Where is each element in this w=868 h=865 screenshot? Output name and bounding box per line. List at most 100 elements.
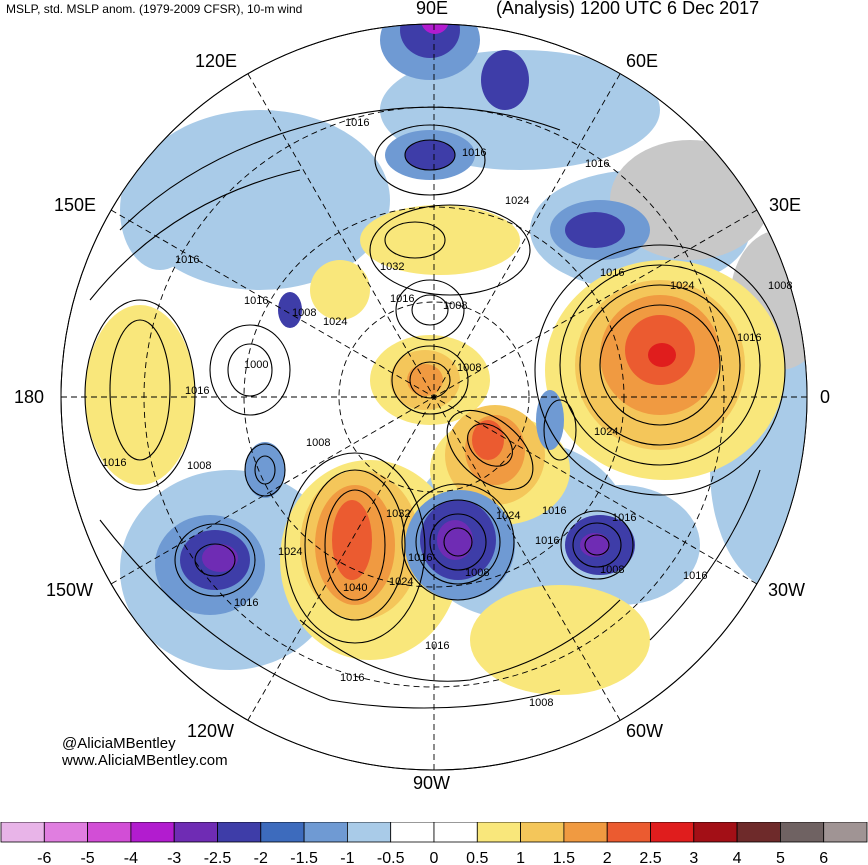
lon-label-30e: 30E <box>769 195 802 215</box>
colorbar-tick-label: -2.5 <box>204 850 232 865</box>
colorbar-swatch <box>780 822 825 843</box>
colorbar-swatch <box>390 822 435 843</box>
anomaly-shading <box>470 585 650 695</box>
isobar-label: 1016 <box>340 672 364 684</box>
lon-label-90e: 90E <box>416 0 449 18</box>
isobar-label: 1008 <box>457 362 481 374</box>
colorbar-tick-label: 5 <box>776 850 785 865</box>
isobar-label: 1000 <box>244 359 268 371</box>
colorbar-swatch <box>823 822 868 843</box>
colorbar-swatch <box>130 822 175 843</box>
anomaly-shading <box>536 390 564 450</box>
lon-label-60w: 60W <box>626 721 664 741</box>
lon-label-180: 180 <box>14 387 45 407</box>
lon-label-150e: 150E <box>54 195 97 215</box>
isobar-label: 1008 <box>443 300 467 312</box>
colorbar-swatch <box>303 822 348 843</box>
colorbar-swatch <box>736 822 781 843</box>
anomaly-shading <box>437 520 473 560</box>
isobar-label: 1032 <box>380 261 404 273</box>
colorbar-swatch <box>520 822 565 843</box>
polar-stereographic-map: 1016 1016 1016 1024 1032 1016 1008 1024 … <box>60 23 808 771</box>
isobar-label: 1024 <box>278 546 302 558</box>
isobar-label: 1016 <box>175 254 199 266</box>
isobar-label: 1008 <box>600 564 624 576</box>
isobar-label: 1016 <box>683 570 707 582</box>
anomaly-shading <box>85 305 195 485</box>
isobar-label: 1016 <box>542 505 566 517</box>
isobar-label: 1024 <box>389 576 413 588</box>
colorbar-tick-label: 1.5 <box>553 850 575 865</box>
anomaly-shading <box>421 24 449 34</box>
anomaly-shading <box>472 420 504 460</box>
isobar-label: 1016 <box>234 597 258 609</box>
anomaly-shading <box>310 260 370 320</box>
colorbar-swatch <box>217 822 262 843</box>
colorbar-tick-label: 4 <box>733 850 742 865</box>
isobar-label: 1024 <box>496 510 520 522</box>
colorbar-tick-label: -6 <box>37 850 51 865</box>
isobar-label: 1024 <box>670 280 694 292</box>
colorbar: -6 -5 -4 -3 -2.5 -2 -1.5 -1 -0.5 0 0.5 1 1.5 2 2.5 3 4 5 6 <box>0 822 868 865</box>
isobar-labels: 1016 1016 1016 1024 1032 1016 1008 1024 … <box>102 117 792 709</box>
isobar-label: 1016 <box>345 117 369 129</box>
isobar-label: 1016 <box>408 552 432 564</box>
colorbar-swatch <box>433 822 478 843</box>
colorbar-swatch <box>173 822 218 843</box>
analysis-time: (Analysis) 1200 UTC 6 Dec 2017 <box>496 0 760 18</box>
colorbar-tick-label: 2.5 <box>639 850 661 865</box>
colorbar-tick-label: -0.5 <box>377 850 405 865</box>
colorbar-tick-label: -4 <box>124 850 138 865</box>
author-website: www.AliciaMBentley.com <box>62 752 228 769</box>
colorbar-swatch <box>650 822 695 843</box>
colorbar-tick-label: -2 <box>254 850 268 865</box>
isobar-label: 1040 <box>343 582 367 594</box>
colorbar-swatch <box>260 822 305 843</box>
colorbar-tick-label: -5 <box>80 850 94 865</box>
colorbar-swatch <box>87 822 132 843</box>
colorbar-tick-label: 2 <box>603 850 612 865</box>
colorbar-swatch <box>476 822 521 843</box>
anomaly-field <box>61 24 807 770</box>
colorbar-swatch <box>43 822 88 843</box>
isobar-label: 1016 <box>737 332 761 344</box>
isobar-label: 1008 <box>529 697 553 709</box>
isobar-label: 1016 <box>462 147 486 159</box>
isobar-label: 1016 <box>535 535 559 547</box>
anomaly-shading <box>648 343 676 367</box>
isobar-label: 1016 <box>600 267 624 279</box>
isobar-label: 1008 <box>465 567 489 579</box>
lon-label-0: 0 <box>820 387 831 407</box>
graticule <box>61 24 807 770</box>
isobar-label: 1008 <box>187 460 211 472</box>
colorbar-tick-label: 6 <box>819 850 828 865</box>
colorbar-swatch <box>346 822 392 843</box>
isobar-label: 1008 <box>768 280 792 292</box>
lon-label-90w: 90W <box>413 773 451 793</box>
colorbar-tick-label: -1 <box>340 850 354 865</box>
isobar-label: 1008 <box>306 437 330 449</box>
colorbar-tick-label: -3 <box>167 850 181 865</box>
isobar-contours <box>84 106 786 709</box>
isobar-label: 1016 <box>102 457 126 469</box>
anomaly-shading <box>481 50 529 110</box>
anomaly-shading <box>405 140 455 170</box>
isobar-label: 1016 <box>425 640 449 652</box>
anomaly-shading <box>202 544 238 572</box>
lon-label-150w: 150W <box>46 580 94 600</box>
lon-label-120w: 120W <box>187 721 235 741</box>
colorbar-tick-label: 1 <box>516 850 525 865</box>
colorbar-swatch <box>606 822 651 843</box>
isobar-label: 1016 <box>585 158 609 170</box>
isobar-label: 1024 <box>594 426 618 438</box>
anomaly-shading <box>360 205 520 275</box>
isobar-label: 1032 <box>386 508 410 520</box>
lon-label-30w: 30W <box>768 580 806 600</box>
lon-label-60e: 60E <box>626 51 659 71</box>
map-title: MSLP, std. MSLP anom. (1979-2009 CFSR), … <box>6 2 303 16</box>
globe-outline <box>60 23 808 771</box>
anomaly-shading <box>565 212 625 248</box>
isobar-label: 1024 <box>505 195 529 207</box>
isobar-label: 1016 <box>244 295 268 307</box>
isobar-label: 1016 <box>390 293 414 305</box>
